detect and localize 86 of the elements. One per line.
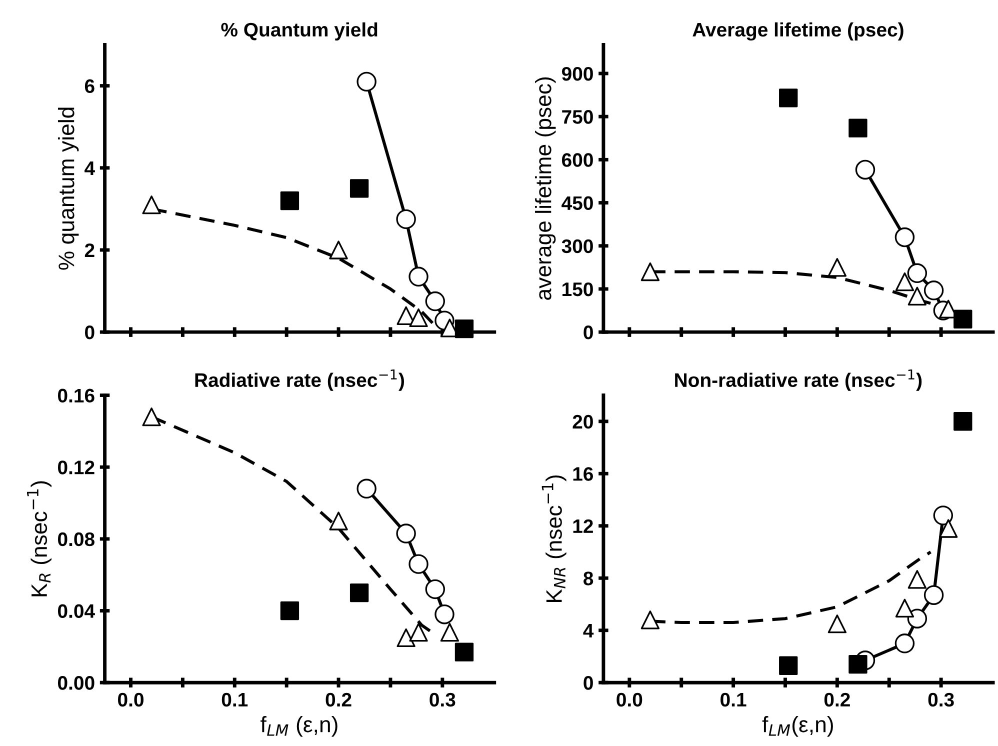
x-tick-label: 0.0 <box>118 692 144 707</box>
point <box>408 554 428 574</box>
y-tick-label: 300 <box>562 239 593 254</box>
y-tick-label: 4 <box>84 162 95 175</box>
point <box>409 308 428 328</box>
point <box>907 263 928 284</box>
point <box>142 195 161 214</box>
point <box>454 642 474 662</box>
y-tick-label: 900 <box>562 66 593 81</box>
point <box>434 604 454 624</box>
x-axis-title: f$_{LM}$(ε,n) <box>762 716 833 737</box>
point <box>924 280 944 300</box>
y-tick-label: 0 <box>584 676 593 690</box>
point <box>329 512 348 530</box>
chart-title: Radiative rate (nsec$^{−1}$) <box>195 369 404 391</box>
x-tick-label: 0.1 <box>720 692 746 707</box>
point <box>425 579 446 600</box>
y-axis-title: K$_{R}$ (nsec$^{−1}$) <box>27 481 52 596</box>
point <box>779 88 798 108</box>
y-tick-label: 20 <box>572 414 593 429</box>
point <box>828 614 847 634</box>
y-tick-label: 150 <box>562 282 593 296</box>
x-tick-label: 0.1 <box>222 692 248 707</box>
point <box>409 622 428 642</box>
point <box>848 118 868 138</box>
y-axis-title: average lifetime (psec) <box>535 77 556 300</box>
point <box>894 634 915 654</box>
y-tick-label: 0.08 <box>58 532 94 546</box>
y-tick-label: 450 <box>562 196 593 210</box>
y-tick-label: 4 <box>583 624 594 638</box>
point <box>142 407 161 426</box>
point <box>924 585 944 605</box>
point <box>350 583 369 602</box>
point <box>954 412 972 431</box>
point <box>894 227 915 248</box>
x-tick-label: 0.3 <box>430 692 456 707</box>
point <box>396 524 416 544</box>
point <box>939 519 958 538</box>
point <box>396 628 416 648</box>
point <box>350 179 369 198</box>
point <box>396 209 416 230</box>
point <box>828 258 847 277</box>
point <box>895 272 914 292</box>
x-tick-label: 0.2 <box>824 692 850 707</box>
y-tick-label: 0.12 <box>58 460 94 474</box>
y-tick-label: 0 <box>85 326 94 340</box>
y-tick-label: 12 <box>573 519 593 533</box>
x-tick-label: 0.2 <box>326 692 352 707</box>
point <box>356 478 376 499</box>
point <box>855 160 876 180</box>
point <box>908 286 927 306</box>
point <box>640 262 660 282</box>
y-tick-label: 0.04 <box>58 604 95 618</box>
point <box>280 191 300 210</box>
point <box>848 654 868 674</box>
point <box>425 291 446 312</box>
point <box>907 608 928 628</box>
point <box>895 598 914 618</box>
y-tick-label: 16 <box>573 467 594 481</box>
point <box>329 240 348 260</box>
y-tick-label: 0 <box>584 326 593 340</box>
chart-title: Non-radiative rate (nsec$^{−1}$) <box>675 369 922 391</box>
y-tick-label: 750 <box>562 110 593 124</box>
point <box>440 622 460 642</box>
point <box>454 319 474 338</box>
point <box>908 570 927 589</box>
x-axis-title: f$_{LM}$ (ε,n) <box>260 716 338 737</box>
x-tick-label: 0.3 <box>928 692 954 707</box>
y-tick-label: 0.16 <box>58 388 94 403</box>
point <box>933 506 954 526</box>
y-axis-title: % quantum yield <box>58 108 79 270</box>
y-tick-label: 6 <box>84 79 94 94</box>
point <box>640 610 660 630</box>
y-tick-label: 600 <box>562 153 593 167</box>
x-tick-label: 0.0 <box>616 692 642 707</box>
point <box>356 72 376 92</box>
y-tick-label: 2 <box>84 243 94 258</box>
point <box>280 601 300 620</box>
point <box>779 656 798 675</box>
y-axis-title: K$_{NR}$ (nsec$^{−1}$) <box>542 475 566 602</box>
y-tick-label: 8 <box>584 572 594 586</box>
point <box>954 310 972 328</box>
chart-title: Average lifetime (psec) <box>692 22 904 41</box>
chart-title: % Quantum yield <box>221 22 378 40</box>
point <box>408 266 428 287</box>
y-tick-label: 0.00 <box>58 676 94 690</box>
